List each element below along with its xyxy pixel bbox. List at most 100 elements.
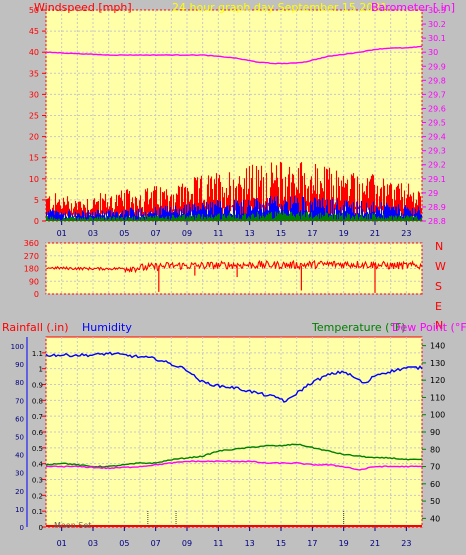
barometer-tick-label: 29.8 bbox=[428, 76, 446, 85]
windspeed-tick-label: 40 bbox=[29, 48, 39, 57]
barometer-axis-title: Barometer [.in] bbox=[371, 1, 455, 14]
windspeed-tick-label: 10 bbox=[29, 175, 39, 184]
barometer-tick-label: 29.9 bbox=[428, 62, 446, 71]
humidity-tick-label: 100 bbox=[11, 343, 24, 351]
temperature-tick-label: 80 bbox=[430, 445, 440, 454]
barometer-tick-label: 29.3 bbox=[428, 147, 446, 156]
wind-x-tick-label: 23 bbox=[401, 229, 411, 238]
wind-x-tick-label: 21 bbox=[370, 229, 380, 238]
barometer-tick-label: 29.2 bbox=[428, 161, 446, 170]
humidity-tick-label: 40 bbox=[15, 452, 24, 460]
temp-x-tick-label: 01 bbox=[57, 539, 67, 548]
windspeed-tick-label: 25 bbox=[29, 112, 39, 121]
temp-x-tick-label: 03 bbox=[88, 539, 98, 548]
temperature-tick-label: 40 bbox=[430, 514, 440, 523]
wind-x-tick-label: 17 bbox=[307, 229, 317, 238]
rainfall-tick-label: 0 bbox=[39, 524, 43, 532]
temperature-tick-label: 130 bbox=[430, 359, 445, 368]
rainfall-tick-label: 0.5 bbox=[32, 445, 43, 453]
rainfall-tick-label: 0.3 bbox=[32, 477, 43, 485]
barometer-line bbox=[45, 45, 423, 65]
barometer-tick-label: 30.3 bbox=[428, 6, 446, 15]
barometer-tick-label: 28.9 bbox=[428, 203, 446, 212]
temp-x-tick-label: 19 bbox=[339, 539, 349, 548]
direction-tick-label: 0 bbox=[34, 290, 39, 299]
rainfall-tick-label: 0.9 bbox=[32, 382, 43, 390]
wind-x-tick-label: 03 bbox=[88, 229, 98, 238]
wind-x-tick-label: 05 bbox=[119, 229, 129, 238]
windspeed-tick-label: 30 bbox=[29, 90, 39, 99]
temp-x-tick-label: 11 bbox=[213, 539, 223, 548]
windspeed-axis-title: Windspeed [mph] bbox=[34, 1, 132, 14]
temp-panel-axes: 00.10.20.30.40.50.60.70.80.911.101020304… bbox=[11, 337, 445, 548]
humidity-tick-label: 20 bbox=[15, 488, 24, 496]
barometer-tick-label: 30 bbox=[428, 48, 438, 57]
compass-label: S bbox=[435, 280, 442, 293]
compass-label: E bbox=[435, 300, 442, 313]
barometer-tick-label: 30.2 bbox=[428, 20, 446, 29]
direction-tick-label: 180 bbox=[24, 265, 39, 274]
wind-panel-grid bbox=[45, 9, 423, 222]
wind-x-tick-label: 15 bbox=[276, 229, 286, 238]
temp-x-tick-label: 15 bbox=[276, 539, 286, 548]
temperature-tick-label: 60 bbox=[430, 480, 440, 489]
temp-x-tick-label: 23 bbox=[401, 539, 411, 548]
chart-title: 24 hour graph day September 15 2021 bbox=[172, 1, 387, 14]
wind-x-tick-label: 07 bbox=[151, 229, 161, 238]
wind-x-tick-label: 01 bbox=[57, 229, 67, 238]
barometer-tick-label: 29.5 bbox=[428, 119, 446, 128]
temperature-tick-label: 50 bbox=[430, 497, 440, 506]
temp-x-tick-label: 07 bbox=[151, 539, 161, 548]
temp-x-tick-label: 13 bbox=[245, 539, 255, 548]
direction-panel-series bbox=[46, 259, 422, 293]
rainfall-axis-title: Rainfall (.in) bbox=[2, 321, 69, 334]
rainfall-tick-label: 0.8 bbox=[32, 397, 43, 405]
windspeed-tick-label: 5 bbox=[34, 196, 39, 205]
humidity-line bbox=[45, 351, 423, 403]
barometer-tick-label: 28.8 bbox=[428, 217, 446, 226]
rainfall-tick-label: 0.1 bbox=[32, 508, 43, 516]
temp-x-tick-label: 09 bbox=[182, 539, 192, 548]
compass-label: N bbox=[435, 319, 443, 332]
wind-x-tick-label: 09 bbox=[182, 229, 192, 238]
wind-panel-series bbox=[45, 45, 423, 221]
wind-x-tick-label: 13 bbox=[245, 229, 255, 238]
humidity-axis-title: Humidity bbox=[82, 321, 132, 334]
wind-direction-line bbox=[46, 259, 422, 274]
windspeed-tick-label: 45 bbox=[29, 27, 39, 36]
direction-tick-label: 360 bbox=[24, 239, 39, 248]
temperature-tick-label: 110 bbox=[430, 393, 445, 402]
dewpoint-axis-title: Dew Point (°F) bbox=[392, 321, 466, 334]
humidity-tick-label: 10 bbox=[15, 506, 24, 514]
direction-tick-label: 270 bbox=[24, 252, 39, 261]
rainfall-tick-label: 1.1 bbox=[32, 350, 43, 358]
wind-panel-axes: 0510152025303540455028.828.92929.129.229… bbox=[29, 6, 446, 238]
humidity-tick-label: 70 bbox=[15, 397, 24, 405]
wind-x-tick-label: 11 bbox=[213, 229, 223, 238]
temperature-tick-label: 140 bbox=[430, 342, 445, 351]
temp-x-tick-label: 17 bbox=[307, 539, 317, 548]
temperature-tick-label: 90 bbox=[430, 428, 440, 437]
windspeed-tick-label: 20 bbox=[29, 133, 39, 142]
windspeed-tick-label: 50 bbox=[29, 6, 39, 15]
rainfall-tick-label: 0.7 bbox=[32, 413, 43, 421]
humidity-tick-label: 60 bbox=[15, 415, 24, 423]
barometer-tick-label: 29.7 bbox=[428, 90, 446, 99]
wind-x-tick-label: 19 bbox=[339, 229, 349, 238]
temperature-line bbox=[45, 443, 423, 468]
windspeed-tick-label: 35 bbox=[29, 69, 39, 78]
barometer-tick-label: 30.1 bbox=[428, 34, 446, 43]
compass-label: N bbox=[435, 240, 443, 253]
windspeed-low-series bbox=[45, 211, 423, 221]
compass-label: W bbox=[435, 260, 446, 273]
windspeed-tick-label: 0 bbox=[34, 217, 39, 226]
temperature-tick-label: 70 bbox=[430, 463, 440, 472]
humidity-tick-label: 30 bbox=[15, 470, 24, 478]
barometer-tick-label: 29 bbox=[428, 189, 438, 198]
humidity-tick-label: 0 bbox=[20, 524, 24, 532]
windspeed-tick-label: 15 bbox=[29, 154, 39, 163]
temperature-axis-title: Temperature (°F) bbox=[311, 321, 406, 334]
